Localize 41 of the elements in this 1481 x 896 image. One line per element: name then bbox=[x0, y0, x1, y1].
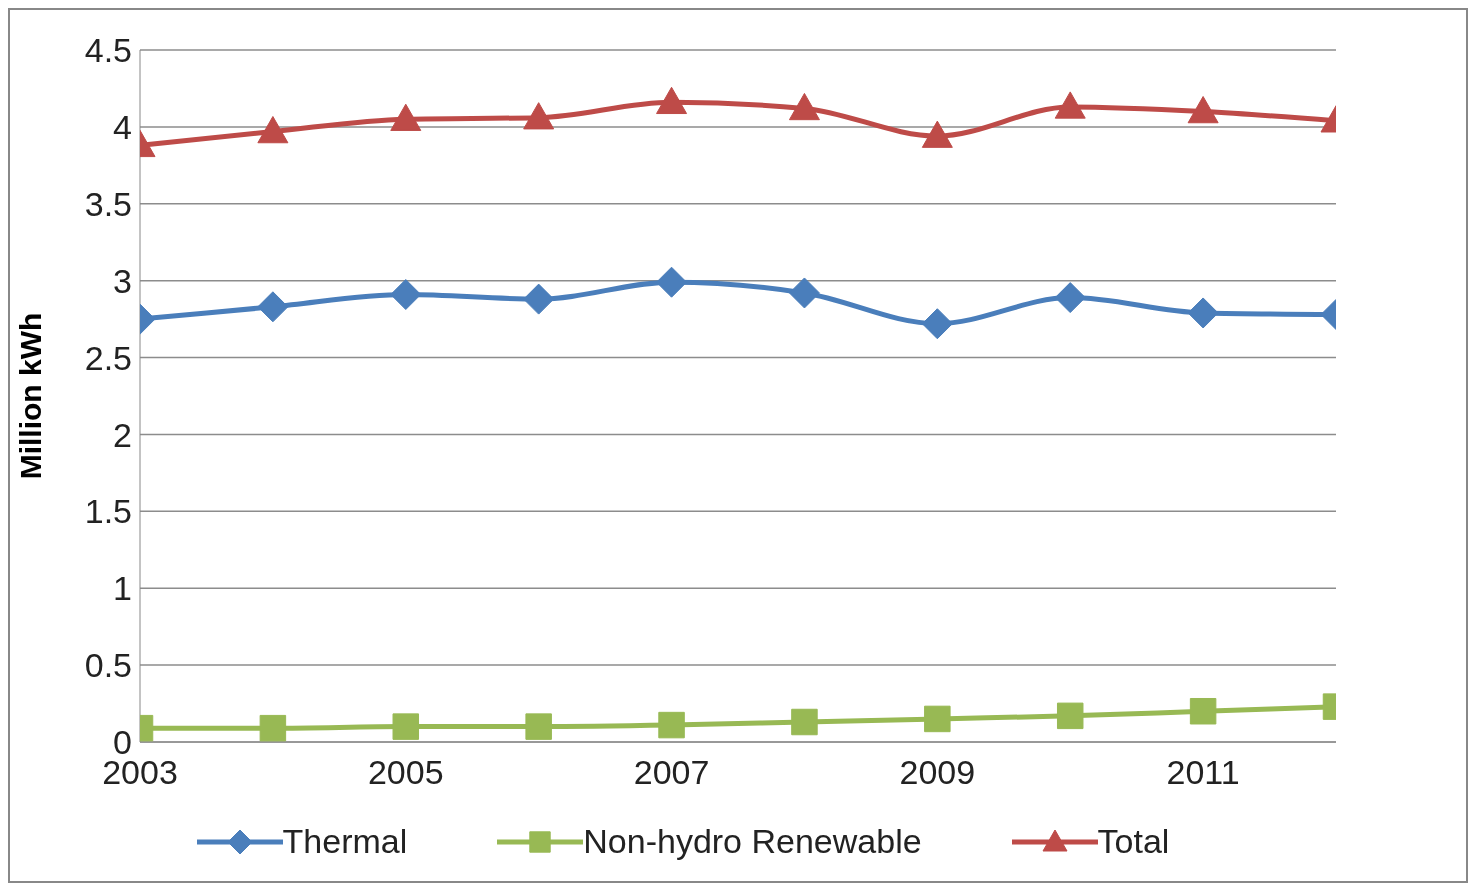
y-tick-label: 2.5 bbox=[84, 338, 132, 377]
point bbox=[257, 116, 289, 144]
point bbox=[921, 308, 953, 340]
legend-label: Thermal bbox=[282, 822, 408, 861]
point bbox=[523, 283, 555, 315]
y-tick-label: 2 bbox=[113, 415, 132, 454]
point bbox=[1056, 702, 1084, 730]
point bbox=[924, 705, 951, 733]
point bbox=[921, 120, 953, 148]
y-tick-label: 4.5 bbox=[84, 31, 132, 70]
point bbox=[788, 92, 820, 121]
point bbox=[656, 266, 688, 298]
y-tick-label: 0.5 bbox=[84, 646, 132, 685]
point bbox=[390, 103, 422, 131]
point bbox=[257, 291, 289, 323]
point bbox=[523, 102, 555, 130]
x-tick-label: 2007 bbox=[633, 753, 710, 792]
point bbox=[1054, 91, 1086, 119]
point bbox=[658, 711, 685, 739]
legend-label: Non-hydro Renewable bbox=[583, 822, 922, 861]
point bbox=[1187, 297, 1219, 329]
y-tick-label: 3 bbox=[113, 261, 132, 300]
x-tick-label: 2009 bbox=[899, 753, 976, 792]
y-tick-label: 1.5 bbox=[84, 492, 132, 531]
point bbox=[788, 277, 820, 309]
y-tick-label: 1 bbox=[113, 569, 132, 608]
point bbox=[1054, 282, 1086, 314]
point bbox=[1189, 697, 1217, 725]
point bbox=[390, 279, 422, 311]
y-tick-label: 4 bbox=[113, 107, 132, 146]
legend-label: Total bbox=[1097, 822, 1170, 861]
y-tick-label: 3.5 bbox=[84, 184, 132, 223]
x-tick-label: 2011 bbox=[1166, 753, 1240, 792]
point bbox=[525, 713, 552, 740]
y-axis-title: Million kWh bbox=[13, 312, 47, 480]
point bbox=[392, 713, 420, 740]
point bbox=[791, 708, 818, 736]
point bbox=[1187, 96, 1219, 124]
point bbox=[656, 86, 688, 115]
x-tick-label: 2005 bbox=[367, 753, 444, 792]
point bbox=[259, 714, 287, 742]
